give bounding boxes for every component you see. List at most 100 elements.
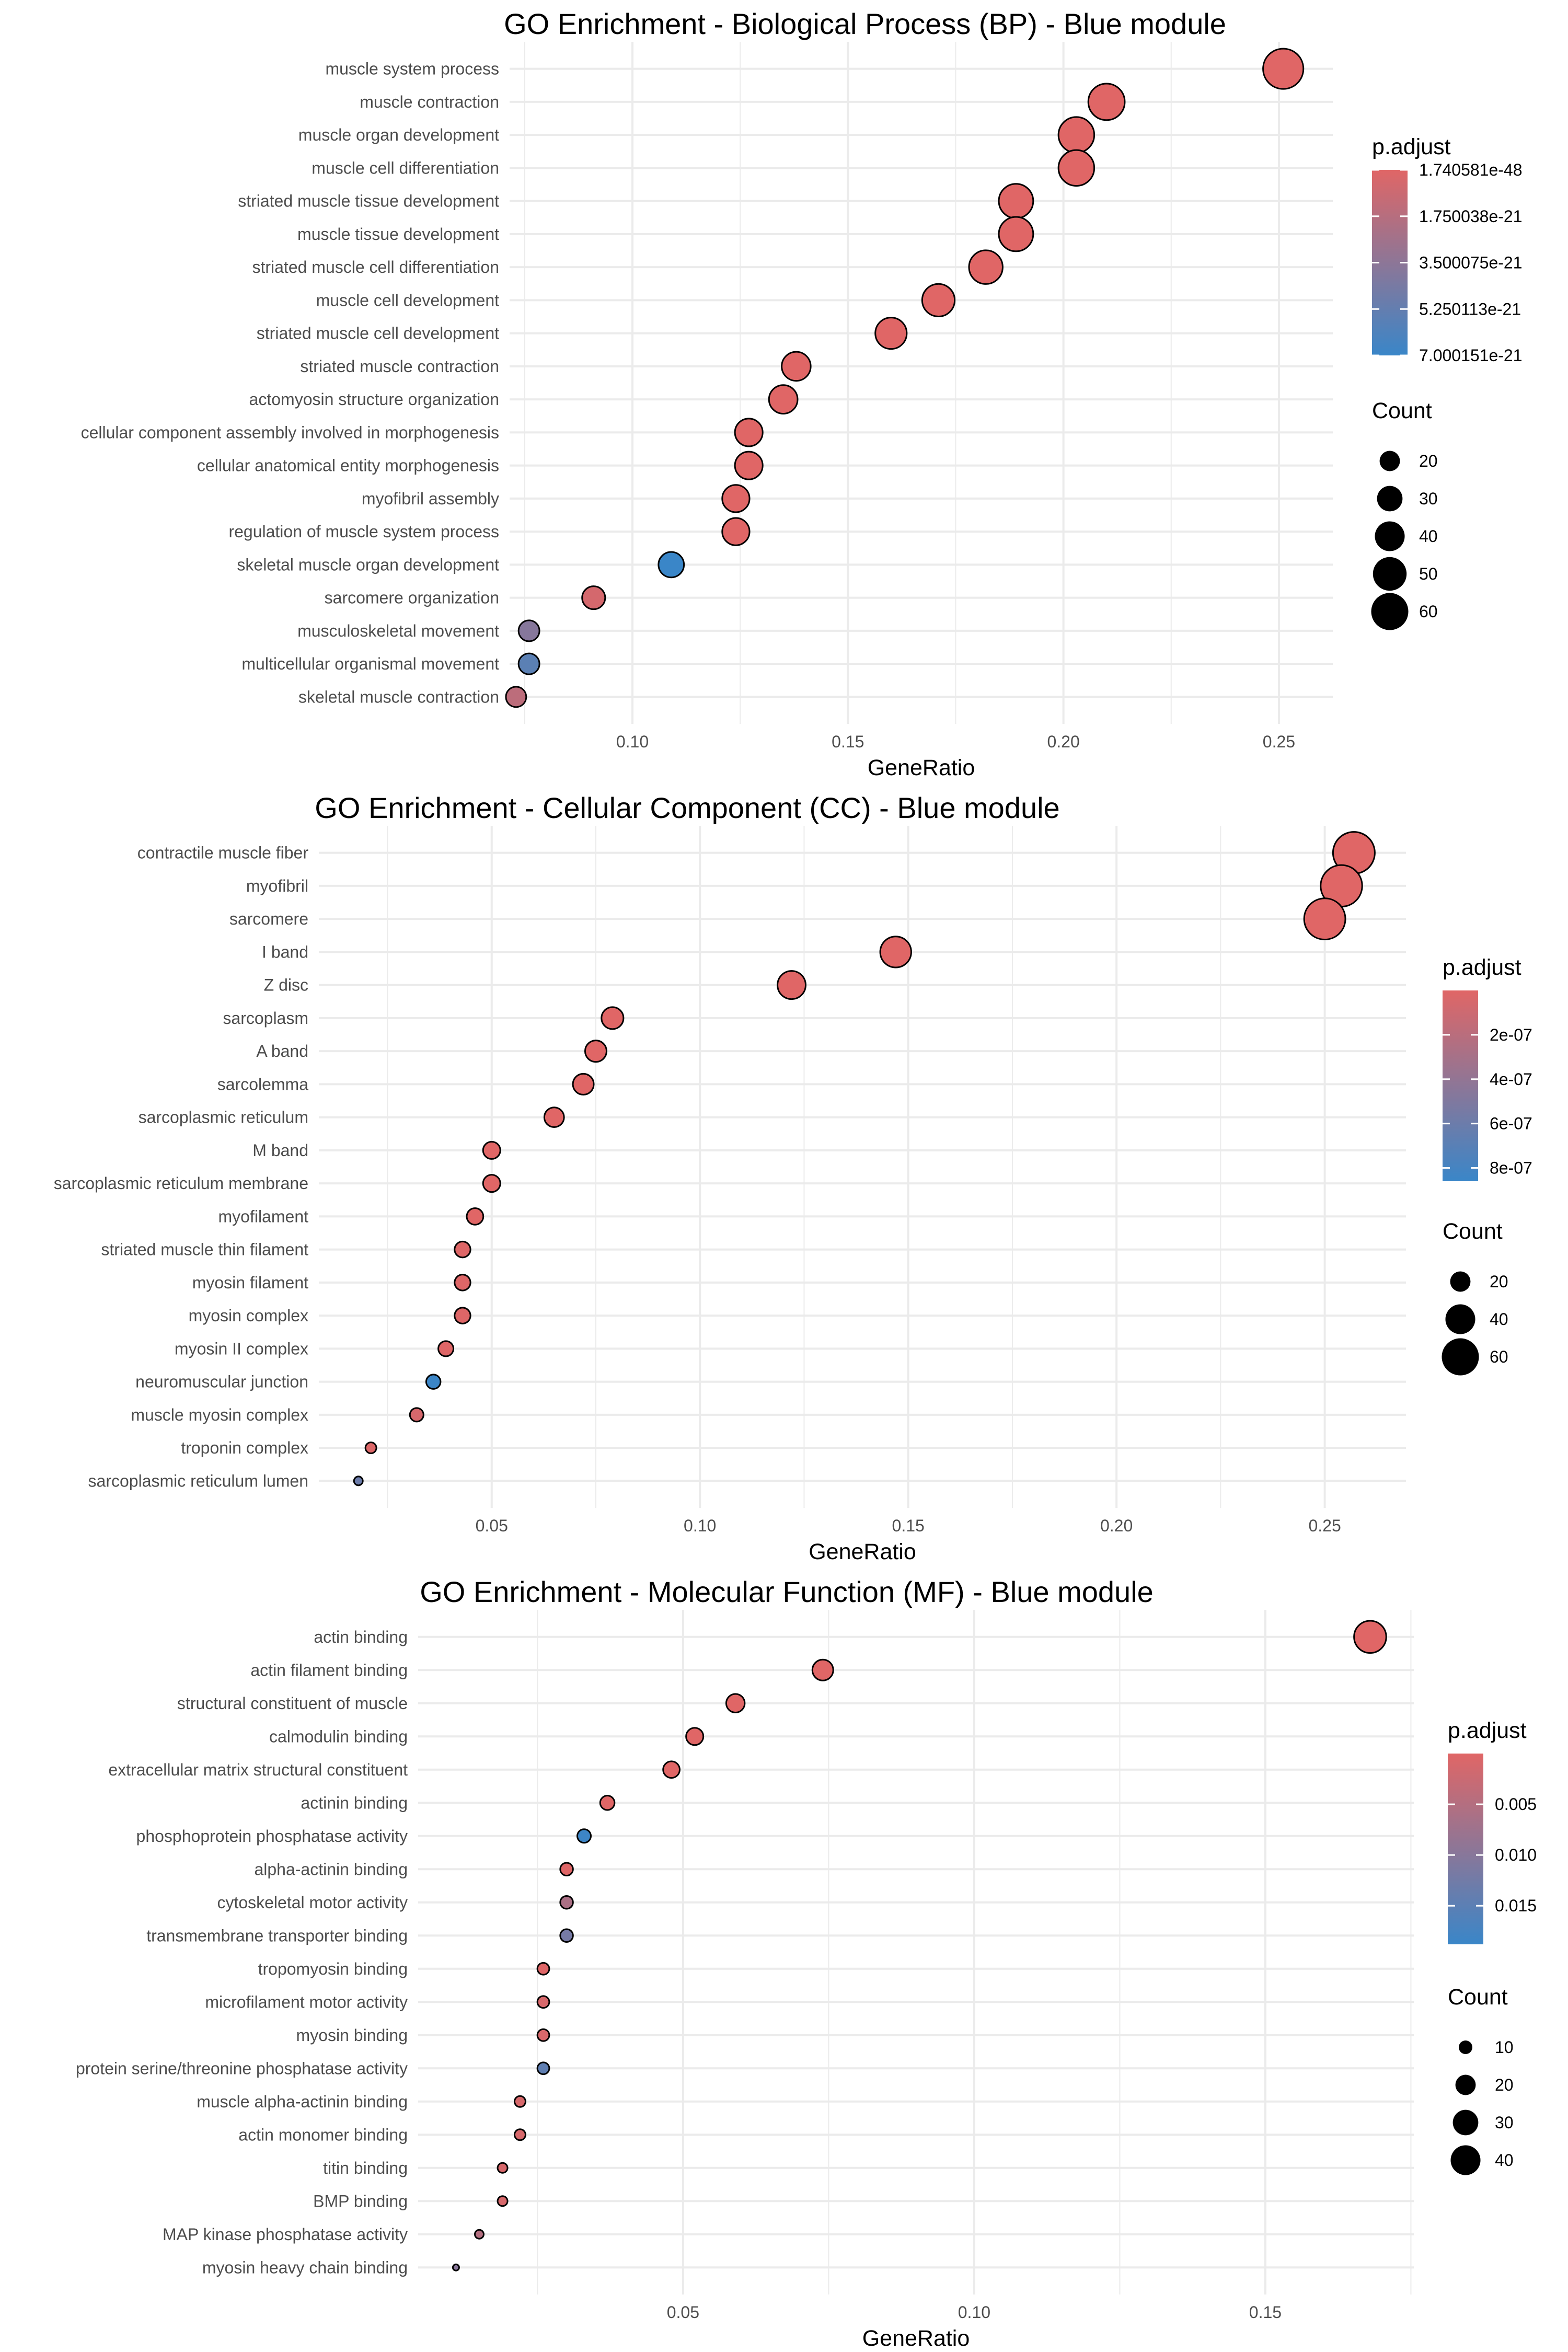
color-legend-label: 2e-07 [1490,1025,1532,1044]
y-tick-label: sarcomere organization [325,589,499,607]
size-legend-label: 40 [1490,1310,1508,1329]
data-point [452,2263,460,2272]
y-tick-label: myosin heavy chain binding [202,2258,408,2277]
y-tick-label: muscle alpha-actinin binding [197,2092,408,2111]
data-point [482,1174,501,1193]
data-point [536,1962,550,1976]
y-tick-label: neuromuscular junction [135,1373,308,1391]
color-legend-title: p.adjust [1443,955,1521,980]
x-tick-label: 0.05 [667,2303,699,2322]
size-legend-label: 50 [1419,564,1438,583]
y-tick-label: titin binding [323,2159,408,2177]
color-legend: p.adjust 2e-07 4e-07 6e-07 8e-07 [1443,955,1532,1181]
size-legend-key [1379,451,1400,471]
y-tick-label: BMP binding [313,2192,408,2210]
data-point [454,1307,471,1324]
y-tick-label: structural constituent of muscle [177,1694,408,1713]
size-legend-key [1458,2040,1473,2055]
y-tick-label: muscle contraction [360,93,499,111]
color-legend: p.adjust 0.005 0.010 0.015 [1448,1718,1537,1944]
x-tick-label: 0.25 [1308,1516,1341,1535]
y-tick-label: myosin II complex [175,1339,308,1358]
size-legend-title: Count [1372,398,1432,423]
data-point [599,1794,616,1811]
data-point [879,936,912,969]
y-tick-label: skeletal muscle contraction [298,687,499,706]
data-point [998,216,1034,252]
size-legend-label: 60 [1490,1347,1508,1366]
x-tick-label: 0.10 [958,2303,990,2322]
data-point [576,1828,592,1844]
y-tick-label: sarcoplasmic reticulum membrane [54,1174,308,1193]
size-legend-label: 60 [1419,602,1438,621]
y-tick-label: phosphoprotein phosphatase activity [136,1827,408,1846]
data-point [437,1340,455,1357]
size-legend-key [1442,1338,1479,1376]
data-point [454,1274,471,1292]
size-legend-label: 30 [1495,2113,1514,2132]
y-tick-label: protein serine/threonine phosphatase act… [76,2059,408,2078]
x-tick-label: 0.15 [892,1516,925,1535]
data-point [734,418,764,447]
y-tick-label: sarcoplasm [223,1009,308,1028]
size-legend-label: 20 [1490,1272,1508,1291]
y-tick-label: myosin complex [189,1306,308,1325]
y-tick-label: Z disc [264,976,308,995]
chart-title: GO Enrichment - Cellular Component (CC) … [315,791,1059,824]
color-legend-label: 0.005 [1495,1795,1537,1814]
data-point [497,2195,509,2207]
data-point [1262,48,1305,90]
y-tick-label: myofilament [218,1207,309,1226]
color-legend-label: 4e-07 [1490,1070,1532,1089]
data-point [572,1073,595,1096]
data-point [409,1407,424,1423]
y-tick-label: MAP kinase phosphatase activity [163,2225,408,2244]
y-tick-label: cellular anatomical entity morphogenesis [197,456,499,475]
y-tick-label: muscle myosin complex [131,1405,308,1424]
size-legend-label: 20 [1495,2076,1514,2094]
data-point [497,2162,509,2174]
y-tick-label: actin binding [314,1628,408,1646]
color-legend-label: 1.740581e-48 [1419,160,1523,179]
data-point [685,1727,705,1746]
size-legend: Count 20 40 60 [1442,1219,1508,1376]
y-tick-label: sarcoplasmic reticulum lumen [88,1471,308,1490]
size-legend-key [1445,1304,1475,1334]
size-legend-label: 30 [1419,489,1438,508]
data-point [474,2229,485,2240]
data-point [662,1760,681,1779]
y-tick-label: I band [262,942,308,961]
y-tick-label: muscle tissue development [297,225,499,244]
size-legend-key [1450,1271,1471,1292]
size-legend-label: 40 [1495,2151,1514,2170]
data-point [998,183,1034,220]
color-bar [1448,1754,1483,1944]
y-tick-label: actin monomer binding [238,2125,408,2144]
size-legend-key [1377,486,1403,512]
size-legend-label: 40 [1419,527,1438,546]
x-axis-label: GeneRatio [862,2326,970,2351]
data-point [425,1374,442,1390]
y-tick-label: troponin complex [181,1438,308,1457]
y-tick-label: sarcomere [229,909,308,928]
y-tick-label: muscle organ development [298,125,499,144]
size-legend-key [1452,2109,1479,2136]
data-point [721,484,751,513]
data-point [1087,83,1126,121]
x-tick-label: 0.25 [1263,732,1295,751]
y-tick-label: transmembrane transporter binding [146,1926,408,1945]
data-point [768,384,799,414]
y-tick-label: myosin filament [192,1273,308,1292]
x-tick-label: 0.10 [616,732,649,751]
x-axis-label: GeneRatio [868,755,975,780]
data-point [559,1862,574,1876]
data-point [1353,1620,1387,1654]
data-point [364,1442,377,1455]
x-tick-label: 0.20 [1047,732,1079,751]
x-tick-label: 0.20 [1100,1516,1133,1535]
data-point [811,1658,834,1681]
data-point [536,2028,550,2042]
data-point [658,551,685,579]
size-legend: Count 10 20 30 40 [1448,1985,1514,2175]
